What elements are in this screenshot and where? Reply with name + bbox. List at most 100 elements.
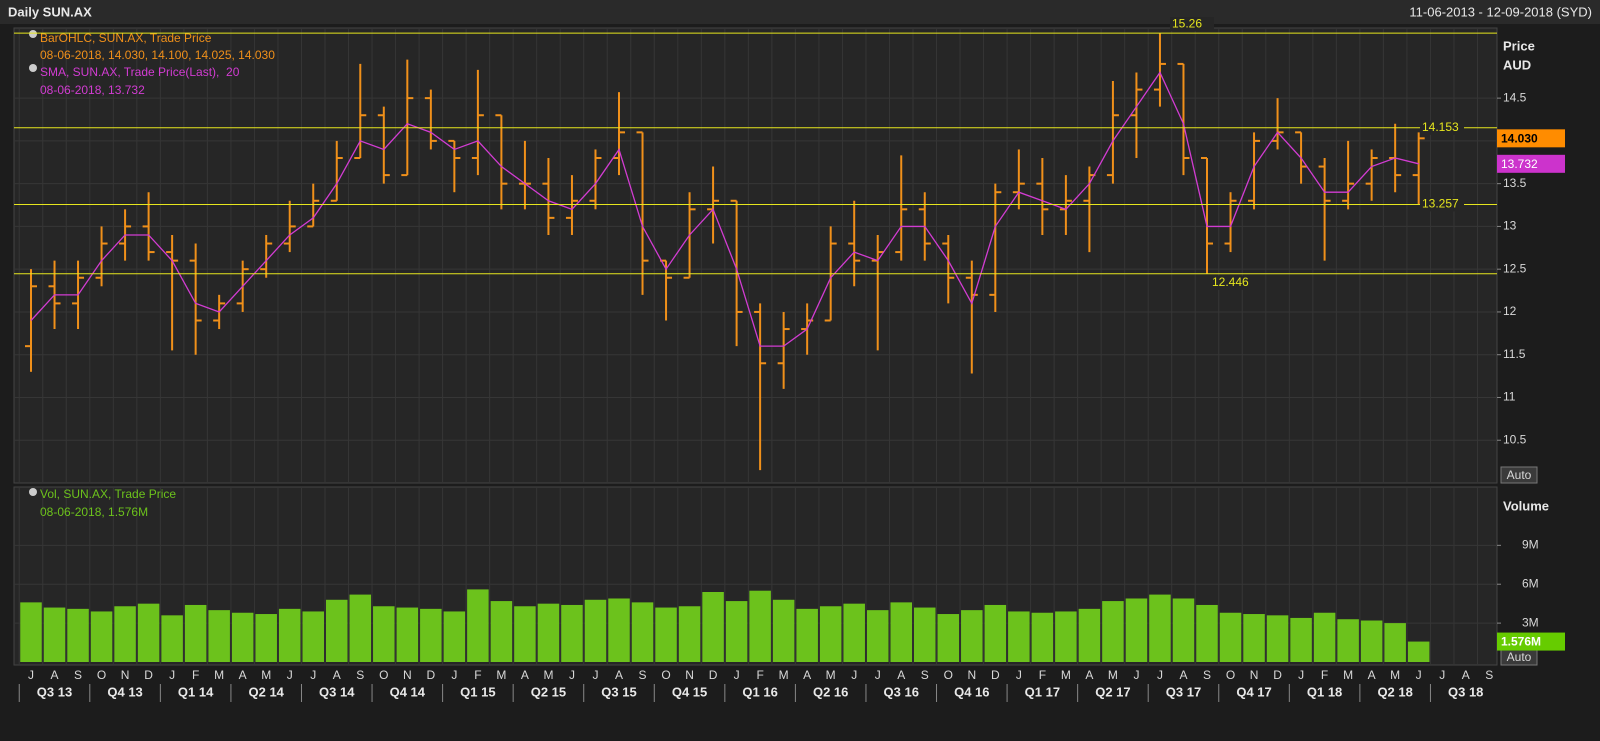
- volume-bar: [326, 599, 348, 662]
- y-tick-label: 9M: [1522, 538, 1539, 552]
- volume-bar: [349, 594, 372, 662]
- legend-info: 08-06-2018, 14.030, 14.100, 14.025, 14.0…: [40, 48, 275, 62]
- volume-bar: [1078, 608, 1101, 662]
- y-axis-unit: AUD: [1503, 57, 1531, 72]
- quarter-label: Q1 17: [1025, 684, 1060, 699]
- x-tick-label: N: [1250, 668, 1259, 682]
- volume-bar: [1196, 604, 1218, 662]
- x-tick-label: M: [779, 668, 789, 682]
- volume-bar: [1149, 594, 1171, 662]
- x-tick-label: D: [144, 668, 153, 682]
- x-tick-label: F: [1039, 668, 1046, 682]
- price-tag-label: 13.732: [1501, 157, 1538, 171]
- quarter-label: Q2 18: [1377, 684, 1412, 699]
- volume-bar: [702, 592, 724, 662]
- volume-bar: [43, 607, 66, 662]
- header-bar: [0, 0, 1600, 24]
- quarter-label: Q2 17: [1095, 684, 1130, 699]
- y-tick-label: 12.5: [1503, 261, 1527, 275]
- volume-bar: [608, 598, 630, 662]
- legend-entry: SMA, SUN.AX, Trade Price(Last), 20: [40, 65, 240, 79]
- x-tick-label: J: [851, 668, 857, 682]
- marks: [20, 33, 1430, 662]
- volume-bar: [890, 602, 912, 662]
- price-tag-label: 14.030: [1501, 132, 1538, 146]
- volume-bar: [937, 614, 960, 662]
- x-tick-label: M: [1390, 668, 1400, 682]
- date-range: 11-06-2013 - 12-09-2018 (SYD): [1409, 4, 1592, 19]
- x-tick-label: A: [333, 668, 341, 682]
- volume-bar: [278, 608, 301, 662]
- x-tick-label: M: [543, 668, 553, 682]
- x-tick-label: N: [967, 668, 976, 682]
- x-tick-label: A: [897, 668, 905, 682]
- volume-bar: [1337, 619, 1359, 662]
- quarter-label: Q1 14: [178, 684, 214, 699]
- x-tick-label: D: [709, 668, 718, 682]
- y-tick-label: 12: [1503, 304, 1517, 318]
- x-tick-label: S: [1485, 668, 1493, 682]
- legend-info: 08-06-2018, 13.732: [40, 83, 145, 97]
- sma-line: [30, 71, 1419, 347]
- volume-bar: [184, 604, 207, 662]
- x-tick-label: A: [1368, 668, 1376, 682]
- x-tick-label: J: [1133, 668, 1139, 682]
- price-tag: [1497, 154, 1565, 173]
- x-tick-label: M: [1108, 668, 1118, 682]
- y-tick-label: 11.5: [1503, 347, 1526, 361]
- volume-bar: [1384, 623, 1406, 662]
- x-tick-label: J: [569, 668, 575, 682]
- x-tick-label: J: [451, 668, 457, 682]
- x-tick-label: M: [1343, 668, 1353, 682]
- x-tick-label: S: [356, 668, 364, 682]
- x-tick-label: J: [310, 668, 316, 682]
- x-tick-label: F: [1321, 668, 1328, 682]
- volume-bar: [1243, 614, 1265, 662]
- x-tick-label: M: [261, 668, 271, 682]
- level-label-bg: [1420, 197, 1464, 212]
- volume-bar: [1407, 641, 1430, 662]
- volume-bar: [1008, 611, 1030, 662]
- y-axis-label: Volume: [1503, 498, 1549, 513]
- auto-button[interactable]: [1500, 466, 1538, 484]
- x-tick-label: O: [379, 668, 388, 682]
- quarter-label: Q3 13: [37, 684, 72, 699]
- x-tick-label: S: [1203, 668, 1211, 682]
- quarter-label: Q1 15: [460, 684, 495, 699]
- legend-info: 08-06-2018, 1.576M: [40, 505, 148, 519]
- volume-bar: [914, 607, 936, 662]
- x-tick-label: N: [403, 668, 412, 682]
- volume-bar: [749, 590, 771, 662]
- price-tag: [1497, 129, 1565, 148]
- x-tick-label: F: [756, 668, 763, 682]
- quarter-label: Q3 16: [884, 684, 919, 699]
- volume-bar: [819, 606, 842, 662]
- auto-label[interactable]: Auto: [1507, 650, 1532, 664]
- x-tick-label: A: [51, 668, 59, 682]
- volume-bar: [866, 610, 889, 662]
- x-tick-label: F: [474, 668, 481, 682]
- volume-bar: [1313, 612, 1336, 662]
- x-tick-label: O: [944, 668, 953, 682]
- volume-bar: [796, 608, 818, 662]
- x-tick-label: O: [97, 668, 106, 682]
- volume-bar: [961, 610, 983, 662]
- y-axis-label: Price: [1503, 38, 1535, 53]
- grid: [14, 29, 1497, 664]
- level-label: 14.153: [1422, 120, 1459, 134]
- x-tick-label: J: [592, 668, 598, 682]
- x-tick-label: J: [875, 668, 881, 682]
- quarter-label: Q4 15: [672, 684, 707, 699]
- x-tick-label: A: [803, 668, 811, 682]
- x-tick-label: A: [1085, 668, 1093, 682]
- volume-bar: [772, 599, 795, 662]
- volume-bar: [514, 606, 536, 662]
- volume-bar: [467, 589, 489, 662]
- y-tick-label: 13: [1503, 219, 1517, 233]
- volume-bar: [373, 606, 395, 662]
- legend-entry: BarOHLC, SUN.AX, Trade Price: [40, 31, 212, 45]
- x-tick-label: O: [1226, 668, 1235, 682]
- quarter-label: Q1 18: [1307, 684, 1342, 699]
- auto-label[interactable]: Auto: [1507, 468, 1532, 482]
- legend-icon: [29, 64, 37, 72]
